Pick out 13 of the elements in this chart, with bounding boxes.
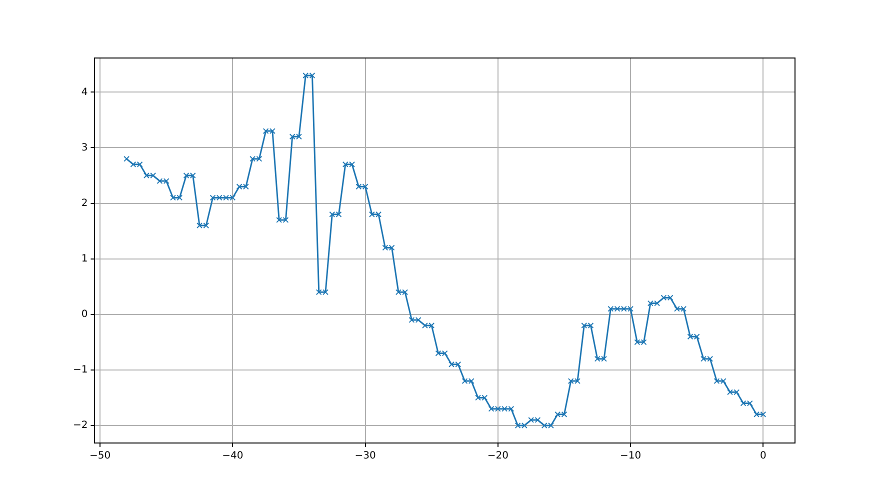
x-tick-label: −10	[620, 450, 642, 462]
x-tick-label: −50	[89, 450, 111, 462]
y-tick-label: −1	[72, 364, 88, 376]
y-tick-label: 1	[81, 253, 88, 264]
x-tick-label: −30	[354, 450, 376, 462]
y-tick-label: 3	[81, 142, 88, 154]
x-tick-label: 0	[760, 450, 766, 462]
y-tick-label: −2	[72, 420, 88, 432]
y-tick-label: 4	[81, 86, 88, 98]
x-tick-label: −40	[222, 450, 244, 462]
y-tick-label: 0	[81, 308, 88, 320]
x-tick-label: −20	[487, 450, 508, 462]
y-tick-label: 2	[81, 198, 88, 209]
